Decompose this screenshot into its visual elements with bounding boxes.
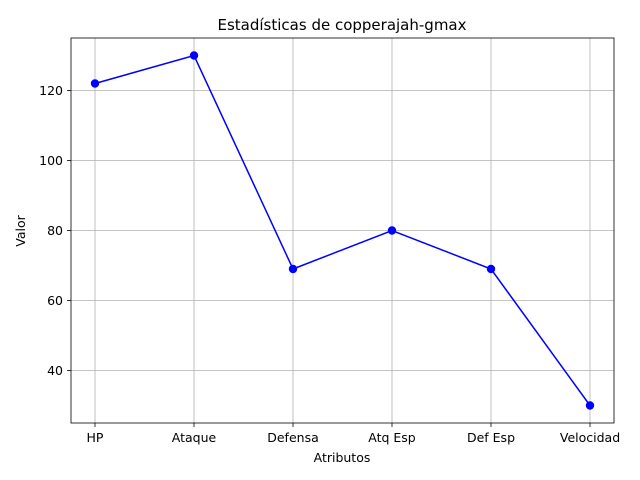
x-tick-label: Ataque (172, 430, 217, 445)
series-group (90, 51, 595, 410)
x-tick-label: Velocidad (560, 430, 620, 445)
data-point (288, 264, 298, 274)
x-axis-label: Atributos (314, 450, 371, 465)
data-point (189, 51, 199, 60)
y-tick-label: 60 (47, 293, 63, 308)
y-tick-label: 40 (47, 363, 63, 378)
data-point (486, 264, 496, 274)
x-tick-label: HP (87, 430, 104, 445)
chart-title: Estadísticas de copperajah-gmax (218, 16, 467, 34)
y-axis-label: Valor (13, 214, 28, 246)
series-line (94, 54, 591, 406)
x-tick-label: Defensa (267, 430, 319, 445)
tick-marks: HP Ataque Defensa Atq Esp Def Esp Velocidad 40… (39, 83, 620, 445)
data-point (585, 401, 595, 410)
y-tick-label: 100 (39, 153, 63, 168)
y-tick-label: 80 (47, 223, 63, 238)
x-tick-label: Def Esp (467, 430, 515, 445)
x-tick-label: Atq Esp (368, 430, 416, 445)
grid-lines (71, 38, 614, 423)
y-tick-label: 120 (39, 83, 63, 98)
data-point (387, 226, 397, 235)
data-point (90, 79, 100, 88)
